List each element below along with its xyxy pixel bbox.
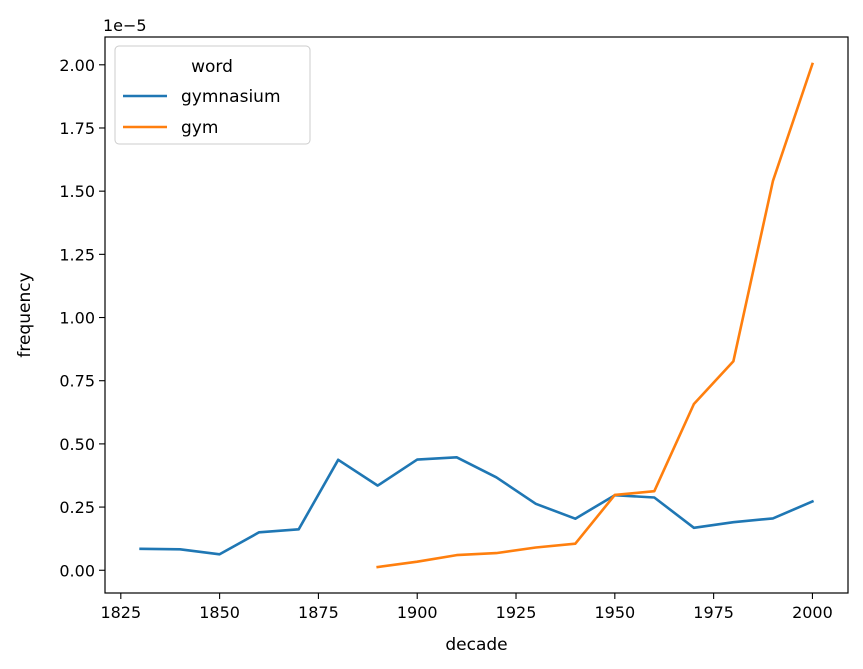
x-tick-label: 1900 <box>397 603 438 622</box>
x-tick-label: 1975 <box>693 603 734 622</box>
series-line-gym <box>376 62 815 569</box>
y-tick-label: 1.75 <box>59 119 95 138</box>
series-line-gymnasium <box>139 455 815 556</box>
y-tick-label: 1.00 <box>59 309 95 328</box>
y-offset-label: 1e−5 <box>103 16 147 35</box>
y-tick-label: 0.00 <box>59 561 95 580</box>
y-tick-label: 0.50 <box>59 435 95 454</box>
x-tick-label: 1925 <box>496 603 537 622</box>
y-axis-label: frequency <box>15 272 35 357</box>
legend-box <box>114 45 311 145</box>
y-tick-label: 2.00 <box>59 56 95 75</box>
x-tick-label: 1875 <box>298 603 339 622</box>
x-tick-label: 2000 <box>792 603 833 622</box>
series-layer <box>139 62 815 569</box>
legend-label-gym: gym <box>181 118 218 138</box>
x-tick-label: 1825 <box>100 603 141 622</box>
x-tick-label: 1850 <box>199 603 240 622</box>
y-tick-label: 1.50 <box>59 182 95 201</box>
y-tick-label: 1.25 <box>59 245 95 264</box>
legend-label-gymnasium: gymnasium <box>181 87 281 107</box>
legend: word gymnasium gym <box>114 45 311 145</box>
legend-title: word <box>191 57 233 77</box>
plot-frame <box>104 36 849 594</box>
y-tick-label: 0.25 <box>59 498 95 517</box>
y-tick-label: 0.75 <box>59 372 95 391</box>
x-axis-label: decade <box>445 635 507 655</box>
tick-layer: 1825 1850 1875 1900 1925 1950 1975 2000 0.00 0.25… <box>59 56 832 622</box>
x-tick-label: 1950 <box>594 603 635 622</box>
